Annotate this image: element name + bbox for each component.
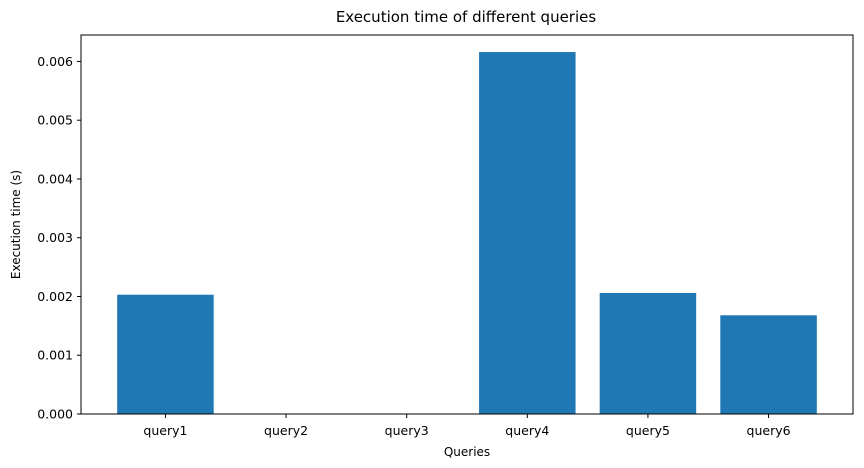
x-tick-label: query2: [264, 423, 308, 438]
y-tick-label: 0.005: [37, 113, 73, 128]
x-tick-label: query5: [626, 423, 670, 438]
bars: [117, 52, 817, 414]
bar-query4: [479, 52, 576, 414]
bar-query6: [720, 315, 817, 414]
x-tick-label: query6: [747, 423, 791, 438]
x-axis: query1 query2 query3 query4 query5 query6: [143, 414, 791, 438]
plot-frame: [80, 34, 854, 415]
x-axis-label: Queries: [444, 445, 490, 459]
x-tick-label: query1: [143, 423, 187, 438]
chart-title: Execution time of different queries: [336, 8, 597, 26]
y-axis-label: Execution time (s): [9, 170, 23, 279]
y-axis: 0.000 0.001 0.002 0.003 0.004 0.005 0.006: [37, 54, 81, 422]
y-tick-label: 0.003: [37, 230, 73, 245]
y-tick-label: 0.002: [37, 289, 73, 304]
x-tick-label: query3: [385, 423, 429, 438]
x-tick-label: query4: [505, 423, 549, 438]
bar-query5: [599, 292, 697, 414]
y-tick-label: 0.000: [37, 407, 73, 422]
bar-query1: [117, 294, 214, 414]
y-tick-label: 0.001: [37, 348, 73, 363]
y-tick-label: 0.006: [37, 54, 73, 69]
y-tick-label: 0.004: [37, 171, 73, 186]
